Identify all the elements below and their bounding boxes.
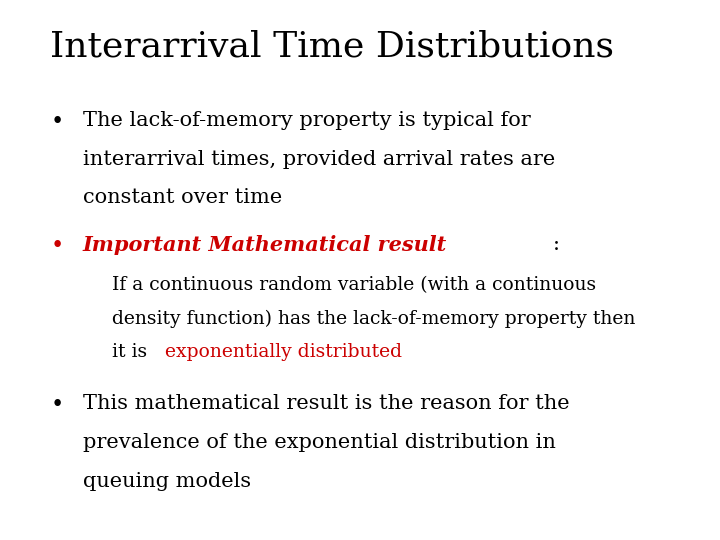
Text: •: • (50, 235, 63, 257)
Text: •: • (50, 394, 63, 416)
Text: queuing models: queuing models (83, 472, 251, 491)
Text: prevalence of the exponential distribution in: prevalence of the exponential distributi… (83, 433, 556, 452)
Text: constant over time: constant over time (83, 188, 282, 207)
Text: interarrival times, provided arrival rates are: interarrival times, provided arrival rat… (83, 150, 555, 168)
Text: :: : (553, 235, 560, 254)
Text: If a continuous random variable (with a continuous: If a continuous random variable (with a … (112, 276, 595, 294)
Text: exponentially distributed: exponentially distributed (165, 343, 402, 361)
Text: it is: it is (112, 343, 153, 361)
Text: •: • (50, 111, 63, 133)
Text: Important Mathematical result: Important Mathematical result (83, 235, 447, 255)
Text: density function) has the lack-of-memory property then: density function) has the lack-of-memory… (112, 310, 635, 328)
Text: Interarrival Time Distributions: Interarrival Time Distributions (50, 30, 614, 64)
Text: This mathematical result is the reason for the: This mathematical result is the reason f… (83, 394, 570, 413)
Text: The lack-of-memory property is typical for: The lack-of-memory property is typical f… (83, 111, 531, 130)
